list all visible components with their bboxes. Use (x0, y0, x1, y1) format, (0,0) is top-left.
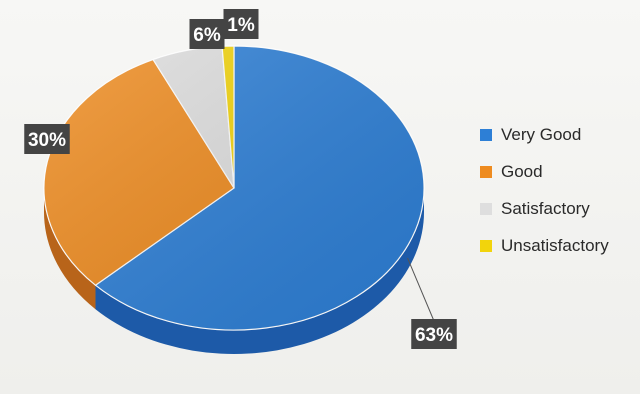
data-label-very-good: 63% (415, 325, 453, 346)
legend-swatch-very-good (480, 129, 492, 141)
legend-swatch-good (480, 166, 492, 178)
leader-line-very-good (407, 257, 435, 322)
legend-label-unsatisfactory: Unsatisfactory (501, 236, 609, 255)
legend-item-good: Good (480, 159, 609, 185)
data-label-box-unsatisfactory (223, 9, 259, 39)
legend-label-satisfactory: Satisfactory (501, 199, 590, 218)
pie-side-good (44, 188, 96, 310)
data-label-box-satisfactory (189, 19, 225, 49)
legend-label-very-good: Very Good (501, 125, 582, 144)
legend-item-very-good: Very Good (480, 122, 609, 148)
legend-swatch-satisfactory (480, 203, 492, 215)
pie-side-very-good (95, 188, 424, 354)
legend-item-satisfactory: Satisfactory (480, 196, 609, 222)
data-label-box-good (24, 124, 70, 154)
legend-item-unsatisfactory: Unsatisfactory (480, 233, 609, 259)
data-label-good: 30% (28, 130, 66, 151)
legend-label-good: Good (501, 162, 543, 181)
pie-shine-overlay (44, 46, 424, 330)
data-label-satisfactory: 6% (193, 25, 221, 46)
data-label-box-very-good (411, 319, 457, 349)
data-label-unsatisfactory: 1% (227, 15, 255, 36)
chart-legend: Very Good Good Satisfactory Unsatisfacto… (480, 122, 609, 270)
legend-swatch-unsatisfactory (480, 240, 492, 252)
